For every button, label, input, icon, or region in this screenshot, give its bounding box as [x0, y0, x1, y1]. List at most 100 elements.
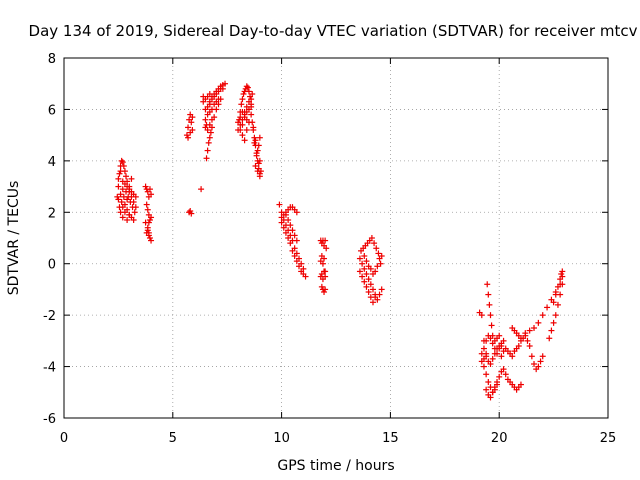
- data-point: [377, 260, 384, 267]
- data-point: [254, 168, 261, 175]
- x-tick-label: 0: [60, 431, 68, 446]
- y-axis-label: SDTVAR / TECUs: [6, 181, 22, 296]
- data-point: [285, 217, 292, 223]
- data-point: [189, 114, 196, 121]
- data-point: [322, 237, 329, 244]
- data-point: [239, 96, 246, 103]
- data-point: [526, 327, 533, 334]
- x-tick-label: 20: [491, 431, 508, 446]
- data-point: [243, 127, 250, 133]
- data-point: [319, 260, 326, 267]
- data-point: [145, 229, 152, 236]
- data-point: [544, 304, 551, 311]
- data-point: [280, 224, 287, 231]
- data-point: [148, 237, 155, 244]
- data-point: [219, 85, 226, 92]
- data-point: [115, 183, 122, 190]
- data-point: [365, 276, 372, 283]
- data-point: [539, 353, 546, 360]
- data-point: [489, 332, 496, 339]
- data-point: [121, 209, 128, 216]
- data-point: [198, 186, 205, 193]
- data-point: [356, 268, 363, 275]
- data-point: [500, 337, 507, 344]
- data-point: [293, 209, 300, 216]
- data-point: [205, 139, 212, 146]
- data-point: [371, 240, 378, 247]
- data-point: [148, 214, 155, 221]
- data-point: [531, 325, 538, 331]
- data-point: [204, 127, 211, 133]
- data-point: [322, 286, 329, 293]
- data-point: [378, 286, 385, 293]
- data-point: [131, 209, 138, 216]
- data-point: [483, 371, 490, 378]
- data-point: [517, 335, 524, 342]
- data-point: [378, 253, 385, 259]
- data-point: [517, 381, 524, 388]
- data-point: [478, 312, 485, 319]
- data-point: [256, 134, 263, 141]
- data-point: [483, 353, 490, 360]
- data-point: [282, 229, 289, 236]
- x-tick-label: 25: [600, 431, 617, 446]
- data-point: [369, 299, 376, 306]
- y-tick-label: -4: [43, 361, 56, 376]
- data-point: [121, 201, 128, 208]
- data-point: [323, 245, 330, 252]
- data-point: [291, 232, 298, 239]
- data-point: [361, 265, 368, 272]
- data-point: [222, 80, 229, 87]
- data-point: [372, 268, 379, 275]
- data-point: [248, 103, 255, 110]
- data-point: [245, 88, 252, 95]
- data-point: [202, 116, 209, 123]
- data-point: [124, 217, 131, 223]
- data-point: [554, 301, 561, 308]
- data-point: [528, 353, 535, 360]
- data-point: [559, 281, 566, 288]
- data-point: [143, 201, 150, 208]
- data-point: [213, 106, 220, 113]
- data-point: [188, 210, 195, 217]
- data-point: [359, 260, 366, 267]
- data-point: [361, 278, 368, 285]
- data-point: [548, 327, 555, 334]
- data-point: [120, 163, 127, 169]
- data-point: [485, 379, 492, 385]
- x-tick-label: 10: [273, 431, 290, 446]
- data-point: [126, 186, 133, 193]
- data-point: [215, 101, 222, 108]
- data-point: [552, 312, 559, 319]
- data-point: [500, 366, 507, 373]
- data-point: [287, 222, 294, 229]
- data-point: [252, 163, 259, 169]
- data-point: [489, 355, 496, 362]
- data-point: [376, 291, 383, 298]
- data-point: [217, 96, 224, 103]
- data-point: [372, 294, 379, 301]
- data-point: [485, 291, 492, 298]
- data-point: [235, 119, 242, 126]
- data-point: [484, 281, 491, 288]
- data-point: [241, 111, 248, 118]
- data-point: [369, 286, 376, 293]
- data-point: [145, 219, 152, 226]
- data-point: [557, 276, 564, 283]
- data-point: [494, 381, 501, 388]
- data-point: [367, 281, 374, 288]
- data-point: [278, 219, 285, 226]
- data-point: [531, 361, 538, 367]
- y-tick-label: 4: [48, 155, 56, 170]
- data-point: [487, 394, 494, 401]
- y-tick-label: 8: [48, 52, 56, 67]
- data-point: [248, 111, 255, 118]
- data-point: [491, 386, 498, 393]
- data-point: [239, 132, 246, 139]
- data-point: [200, 93, 207, 100]
- data-point: [491, 350, 498, 357]
- y-tick-label: -6: [43, 412, 56, 427]
- data-point: [187, 129, 194, 136]
- data-point: [144, 206, 151, 213]
- data-point: [363, 271, 370, 277]
